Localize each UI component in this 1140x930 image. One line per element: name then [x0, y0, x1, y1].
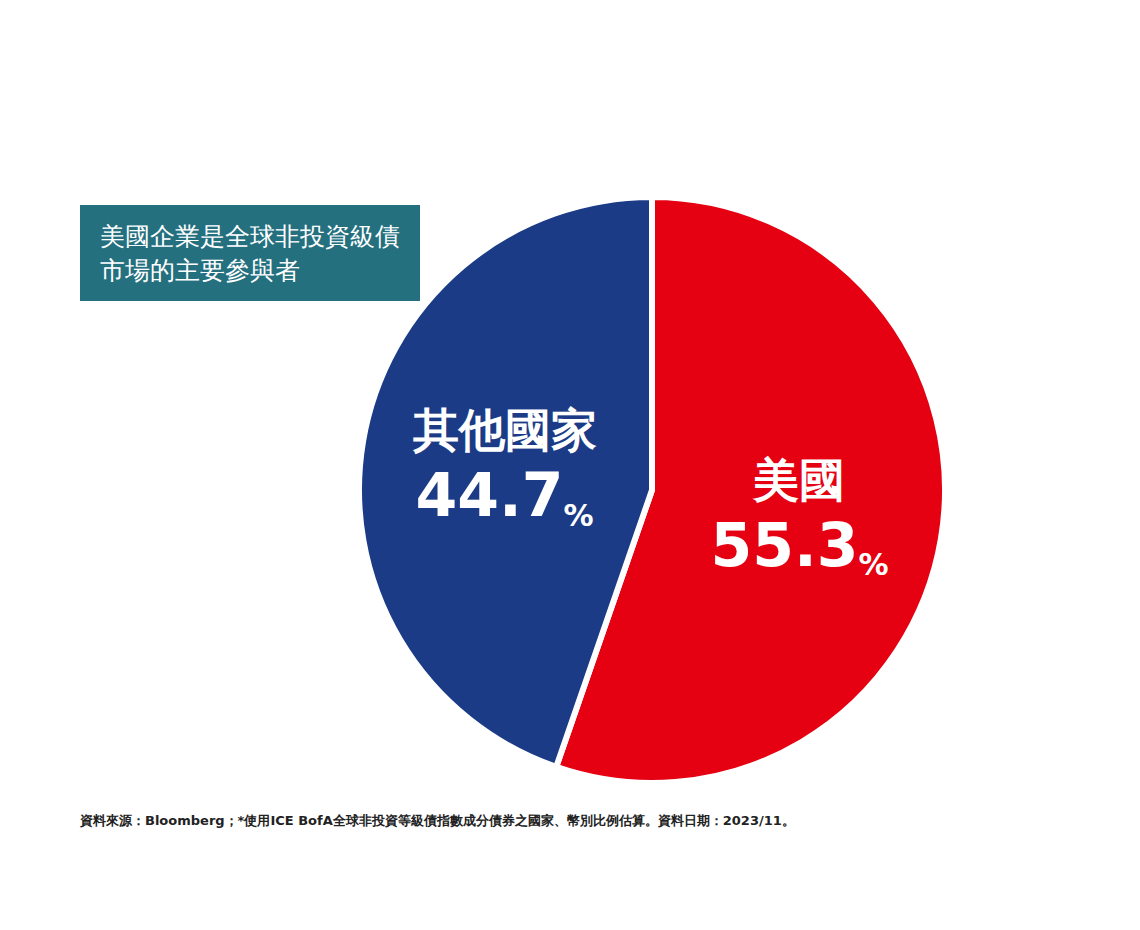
svg-text:%: % [858, 547, 888, 582]
svg-text:資料來源：Bloomberg；*使用ICE BofA全球非投: 資料來源：Bloomberg；*使用ICE BofA全球非投資等級債指數成分債券… [79, 813, 795, 828]
svg-text:55.3: 55.3 [710, 510, 858, 580]
svg-text:美國企業是全球非投資級債: 美國企業是全球非投資級債 [100, 222, 400, 251]
svg-text:%: % [564, 498, 594, 533]
svg-text:市場的主要參與者: 市場的主要參與者 [100, 256, 300, 285]
svg-text:其他國家: 其他國家 [412, 403, 597, 457]
svg-text:美國: 美國 [752, 453, 845, 507]
svg-text:44.7: 44.7 [416, 460, 564, 530]
